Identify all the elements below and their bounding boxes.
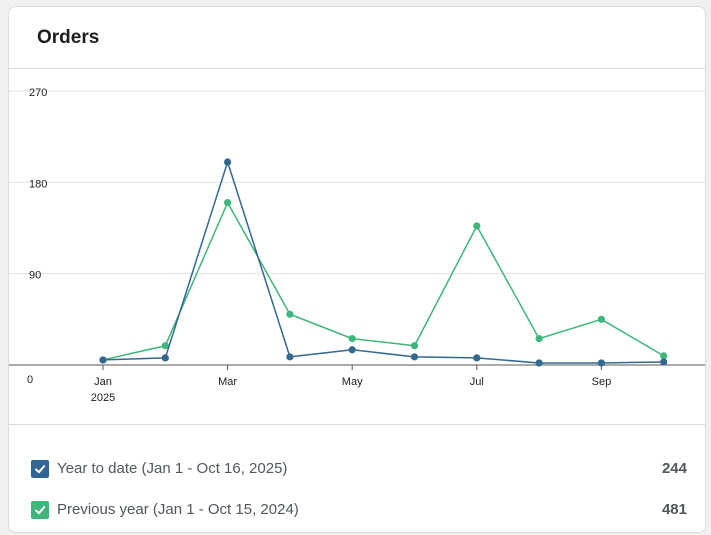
- data-point-year-to-date: [473, 354, 481, 362]
- checkmark-icon: [35, 506, 46, 515]
- chart-svg: 0 90 180 270 Jan 2025 Mar May Jul Sep: [9, 87, 705, 404]
- data-point-year-to-date: [660, 358, 668, 366]
- y-tick-label: 180: [29, 178, 47, 190]
- x-tick-label: May: [342, 376, 363, 388]
- x-tick-label: Mar: [218, 376, 237, 388]
- data-point-year-to-date: [161, 354, 169, 362]
- legend-value-year-to-date: 244: [661, 460, 687, 477]
- data-point-year-to-date: [348, 346, 356, 354]
- legend-item-previous-year[interactable]: Previous year (Jan 1 - Oct 15, 2024) 481: [9, 499, 705, 523]
- checkmark-icon: [35, 465, 46, 474]
- orders-chart: 0 90 180 270 Jan 2025 Mar May Jul Sep: [9, 69, 705, 425]
- data-point-previous-year: [660, 352, 668, 360]
- y-tick-label: 0: [27, 374, 33, 386]
- y-tick-label: 90: [29, 270, 41, 282]
- data-point-year-to-date: [410, 353, 419, 361]
- data-point-year-to-date: [597, 359, 606, 367]
- data-point-previous-year: [410, 342, 419, 350]
- legend-label-previous-year: Previous year (Jan 1 - Oct 15, 2024): [57, 501, 299, 518]
- series-line-year-to-date: [102, 161, 664, 364]
- x-tick-label: Sep: [592, 376, 612, 388]
- x-tick-label: Jul: [470, 376, 484, 388]
- data-point-year-to-date: [535, 359, 543, 367]
- data-point-previous-year: [286, 310, 294, 318]
- data-point-year-to-date: [99, 356, 107, 364]
- legend-item-year-to-date[interactable]: Year to date (Jan 1 - Oct 16, 2025) 244: [9, 458, 705, 482]
- chart-legend: Year to date (Jan 1 - Oct 16, 2025) 244 …: [9, 424, 705, 532]
- x-tick-label: Jan: [94, 376, 112, 388]
- data-point-previous-year: [473, 222, 481, 230]
- data-point-previous-year: [535, 335, 543, 343]
- data-point-previous-year: [597, 315, 606, 323]
- card-title: Orders: [37, 27, 100, 48]
- checkbox-previous-year[interactable]: [31, 501, 49, 519]
- data-point-year-to-date: [286, 353, 294, 361]
- legend-label-year-to-date: Year to date (Jan 1 - Oct 16, 2025): [57, 460, 288, 477]
- x-year-label: 2025: [91, 392, 115, 404]
- data-point-previous-year: [161, 342, 169, 350]
- card-header: Orders: [9, 7, 705, 69]
- data-point-year-to-date: [224, 158, 232, 166]
- data-point-previous-year: [224, 199, 232, 207]
- data-point-previous-year: [348, 335, 356, 343]
- checkbox-year-to-date[interactable]: [31, 460, 49, 478]
- legend-value-previous-year: 481: [661, 501, 687, 518]
- series-line-previous-year: [102, 201, 665, 361]
- orders-card: Orders 0 90 180 270 Jan 2025 Mar May Jul Sep Year…: [8, 6, 706, 533]
- y-tick-label: 270: [29, 87, 47, 99]
